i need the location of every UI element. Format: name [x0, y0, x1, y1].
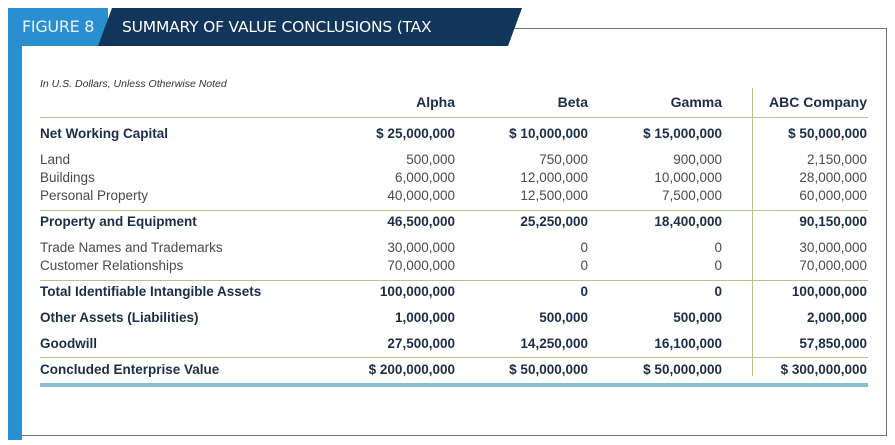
table-row: Other Assets (Liabilities) 1,000,000 500,0…	[40, 310, 868, 328]
cell-beta: 0	[580, 240, 588, 255]
cell-beta: $ 10,000,000	[509, 126, 588, 141]
row-label: Property and Equipment	[40, 214, 197, 229]
cell-beta: 12,500,000	[520, 188, 588, 203]
row-label: Net Working Capital	[40, 126, 169, 141]
cell-alpha: 30,000,000	[387, 240, 455, 255]
cell-abc-company: 60,000,000	[799, 188, 867, 203]
divider	[40, 280, 868, 281]
figure-title: SUMMARY OF VALUE CONCLUSIONS (TAX REPORT…	[98, 8, 522, 46]
figure-label: FIGURE 8	[8, 8, 108, 46]
cell-beta: $ 50,000,000	[509, 362, 588, 377]
row-label: Other Assets (Liabilities)	[40, 310, 199, 325]
table-row: Buildings 6,000,000 12,000,000 10,000,000 28…	[40, 170, 868, 188]
cell-beta: 0	[580, 258, 588, 273]
column-header-gamma: Gamma	[670, 94, 722, 110]
cell-gamma: 7,500,000	[661, 188, 722, 203]
units-note: In U.S. Dollars, Unless Otherwise Noted	[40, 78, 227, 90]
cell-gamma: 0	[714, 240, 722, 255]
cell-beta: 0	[580, 284, 588, 299]
column-header-abc-company: ABC Company	[768, 94, 867, 110]
row-label: Buildings	[40, 170, 95, 185]
table-row: Trade Names and Trademarks 30,000,000 0 0 30…	[40, 240, 868, 258]
cell-alpha: 6,000,000	[394, 170, 455, 185]
left-accent-bar	[8, 8, 22, 440]
row-label: Customer Relationships	[40, 258, 184, 273]
table-row: Customer Relationships 70,000,000 0 0 70,000…	[40, 258, 868, 276]
cell-beta: 500,000	[539, 310, 588, 325]
table-row: Concluded Enterprise Value $ 200,000,000 $…	[40, 362, 868, 380]
cell-gamma: 18,400,000	[654, 214, 722, 229]
cell-beta: 25,250,000	[520, 214, 588, 229]
cell-beta: 750,000	[539, 152, 588, 167]
table-bottom-rule	[40, 383, 868, 387]
column-divider	[752, 88, 753, 376]
row-label: Concluded Enterprise Value	[40, 362, 220, 377]
column-header-alpha: Alpha	[416, 94, 455, 110]
table-row: Property and Equipment 46,500,000 25,250,0…	[40, 214, 868, 232]
cell-gamma: $ 15,000,000	[643, 126, 722, 141]
cell-alpha: 27,500,000	[387, 336, 455, 351]
cell-gamma: 0	[714, 284, 722, 299]
cell-abc-company: 90,150,000	[799, 214, 867, 229]
cell-abc-company: $ 300,000,000	[780, 362, 867, 377]
divider	[40, 117, 868, 118]
cell-gamma: 0	[714, 258, 722, 273]
cell-beta: 12,000,000	[520, 170, 588, 185]
cell-beta: 14,250,000	[520, 336, 588, 351]
cell-alpha: $ 25,000,000	[376, 126, 455, 141]
cell-abc-company: 28,000,000	[799, 170, 867, 185]
table-row: Goodwill 27,500,000 14,250,000 16,100,000 57…	[40, 336, 868, 354]
column-header-beta: Beta	[557, 94, 588, 110]
cell-abc-company: 57,850,000	[799, 336, 867, 351]
cell-gamma: $ 50,000,000	[643, 362, 722, 377]
divider	[40, 210, 868, 211]
row-label: Goodwill	[40, 336, 97, 351]
cell-abc-company: 100,000,000	[791, 284, 867, 299]
cell-gamma: 500,000	[673, 310, 722, 325]
row-label: Trade Names and Trademarks	[40, 240, 223, 255]
row-label: Total Identifiable Intangible Assets	[40, 284, 262, 299]
cell-abc-company: 2,150,000	[806, 152, 867, 167]
cell-abc-company: $ 50,000,000	[788, 126, 867, 141]
table-row: Net Working Capital $ 25,000,000 $ 10,000,…	[40, 126, 868, 144]
cell-gamma: 10,000,000	[654, 170, 722, 185]
cell-gamma: 900,000	[673, 152, 722, 167]
divider	[40, 357, 868, 358]
cell-alpha: 500,000	[406, 152, 455, 167]
cell-abc-company: 70,000,000	[799, 258, 867, 273]
table-row: Land 500,000 750,000 900,000 2,150,000	[40, 152, 868, 170]
cell-gamma: 16,100,000	[654, 336, 722, 351]
row-label: Personal Property	[40, 188, 149, 203]
cell-alpha: 40,000,000	[387, 188, 455, 203]
cell-alpha: 100,000,000	[379, 284, 455, 299]
cell-abc-company: 2,000,000	[806, 310, 867, 325]
cell-alpha: $ 200,000,000	[368, 362, 455, 377]
cell-abc-company: 30,000,000	[799, 240, 867, 255]
cell-alpha: 1,000,000	[394, 310, 455, 325]
row-label: Land	[40, 152, 71, 167]
cell-alpha: 70,000,000	[387, 258, 455, 273]
table-row: Total Identifiable Intangible Assets 100,…	[40, 284, 868, 302]
table-row: Personal Property 40,000,000 12,500,000 7,5…	[40, 188, 868, 206]
cell-alpha: 46,500,000	[387, 214, 455, 229]
